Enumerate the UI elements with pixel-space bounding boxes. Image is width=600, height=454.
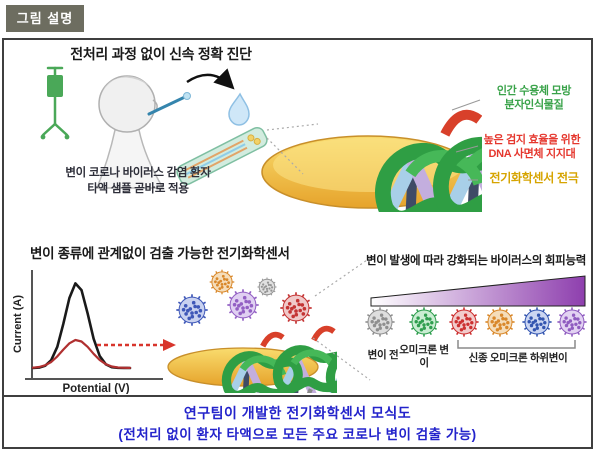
bound-virus-blue-icon xyxy=(176,294,208,326)
top-section-title: 전처리 과정 없이 신속 정확 진단 xyxy=(70,46,252,62)
variant-label-pre: 변이 전 xyxy=(367,349,399,361)
figure-caption-line2: (전처리 없이 환자 타액으로 모든 주요 코로나 변이 검출 가능) xyxy=(118,427,477,442)
iv-stand-icon xyxy=(40,66,70,140)
figure-caption-area: 연구팀이 개발한 전기화학센서 모식도 (전처리 없이 환자 타액으로 모든 주… xyxy=(2,395,593,449)
patient-head-icon xyxy=(95,75,165,189)
patient-illustration xyxy=(40,66,268,189)
saliva-droplet-icon xyxy=(228,92,250,126)
patient-caption-line1: 변이 코로나 바이러스 감염 환자 xyxy=(65,167,211,179)
voltammetry-chart: Current (A) Potential (V) xyxy=(12,270,163,394)
figure-description-badge: 그림 설명 xyxy=(6,5,84,32)
label-receptor-mimic: 인간 수용체 모방 분자인식물질 xyxy=(478,84,590,112)
signal-curve-high xyxy=(31,282,132,370)
sensor-strip-icon xyxy=(176,126,268,186)
transfer-arrow-icon xyxy=(186,68,235,90)
virus-pre-variant-icon xyxy=(365,307,395,337)
label-electrode: 전기화학센서 전극 xyxy=(489,171,579,185)
x-axis-label: Potential (V) xyxy=(62,383,129,394)
signal-curve-low xyxy=(31,338,132,369)
evasion-gradient-wedge xyxy=(370,275,586,307)
electrode-disc-art xyxy=(261,106,482,212)
swab-icon xyxy=(147,92,191,116)
label-receptor-line2: 분자인식물질 xyxy=(504,99,564,111)
label-receptor-line1: 인간 수용체 모방 xyxy=(496,85,572,97)
bound-virus-purple-icon xyxy=(227,289,259,321)
label-dna-line1: 높은 검지 효율을 위한 xyxy=(483,134,581,146)
patient-caption: 변이 코로나 바이러스 감염 환자 타액 샘플 곧바로 적용 xyxy=(54,165,222,197)
virus-subvariant-2-icon xyxy=(485,307,515,337)
label-dna-line2: DNA 사면체 지지대 xyxy=(488,148,576,160)
label-dna-tetrahedron: 높은 검지 효율을 위한 DNA 사면체 지지대 xyxy=(472,133,592,161)
floating-virus-gray-icon xyxy=(257,277,277,297)
bottom-section-title: 변이 종류에 관계없이 검출 가능한 전기화학센서 xyxy=(30,246,290,261)
y-axis-label: Current (A) xyxy=(12,295,24,353)
virus-subvariant-4-icon xyxy=(557,307,587,337)
variant-label-omicron: 오미크론 변이 xyxy=(399,344,449,369)
virus-subvariant-3-icon xyxy=(522,307,552,337)
evasion-capability-label: 변이 발생에 따라 강화되는 바이러스의 회피능력 xyxy=(365,255,587,267)
patient-caption-line2: 타액 샘플 곧바로 적용 xyxy=(87,183,189,195)
figure-caption-line1: 연구팀이 개발한 전기화학센서 모식도 xyxy=(183,405,412,421)
variant-virus-row xyxy=(365,307,587,337)
virus-omicron-icon xyxy=(409,307,439,337)
bound-virus-red-icon xyxy=(280,292,312,324)
subvariant-bracket-label: 신종 오미크론 하위변이 xyxy=(468,352,568,364)
spike-protein-icon xyxy=(329,330,337,393)
sensor-binding-art xyxy=(167,269,337,393)
virus-subvariant-1-icon xyxy=(449,307,479,337)
floating-virus-orange-icon xyxy=(209,269,235,295)
